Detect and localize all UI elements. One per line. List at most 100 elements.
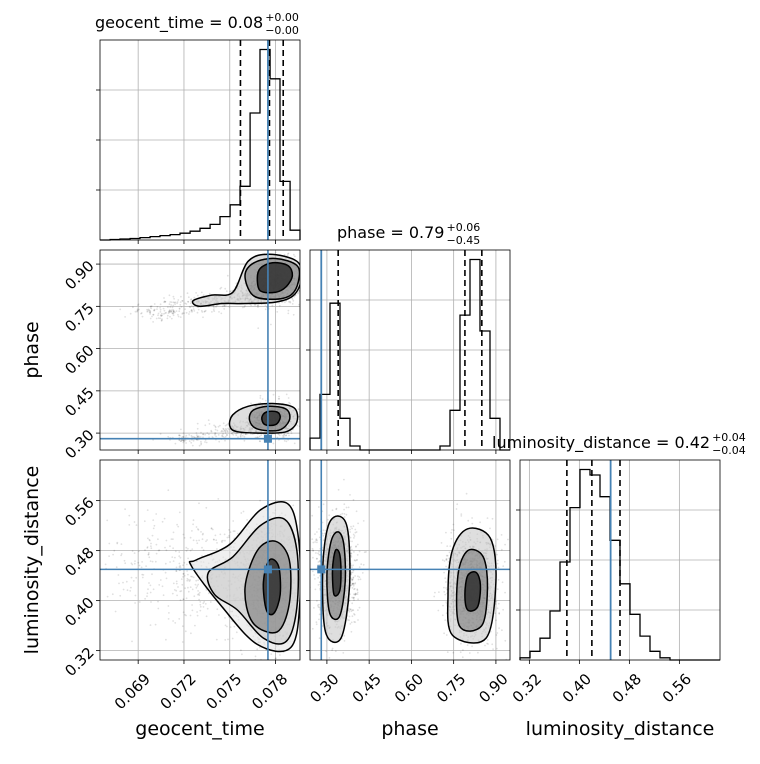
sample-point	[135, 577, 137, 579]
sample-point	[226, 290, 228, 292]
sample-point	[192, 589, 194, 591]
sample-point	[150, 545, 152, 547]
sample-point	[288, 397, 290, 399]
sample-point	[272, 305, 274, 307]
sample-point	[202, 534, 204, 536]
sample-point	[304, 287, 306, 289]
sample-point	[182, 576, 184, 578]
sample-point	[257, 304, 259, 306]
sample-point	[175, 443, 177, 445]
sample-point	[290, 431, 292, 433]
sample-point	[302, 419, 304, 421]
sample-point	[242, 435, 244, 437]
sample-point	[172, 305, 174, 307]
sample-point	[168, 605, 170, 607]
sample-point	[183, 436, 185, 438]
sample-point	[177, 301, 179, 303]
sample-point	[150, 601, 152, 603]
sample-point	[232, 431, 234, 433]
sample-point	[304, 563, 306, 565]
sample-point	[160, 309, 162, 311]
sample-point	[305, 571, 307, 573]
sample-point	[182, 625, 184, 627]
sample-point	[174, 622, 176, 624]
sample-point	[182, 300, 184, 302]
sample-point	[173, 583, 175, 585]
sample-point	[130, 587, 132, 589]
sample-point	[155, 624, 157, 626]
sample-point	[124, 562, 126, 564]
sample-point	[228, 429, 230, 431]
sample-point	[332, 648, 334, 650]
sample-point	[292, 298, 294, 300]
sample-point	[158, 317, 160, 319]
sample-point	[306, 569, 308, 571]
sample-point	[198, 540, 200, 542]
sample-point	[226, 434, 228, 436]
sample-point	[245, 433, 247, 435]
sample-point	[196, 611, 198, 613]
sample-point	[175, 570, 177, 572]
sample-point	[262, 398, 264, 400]
sample-point	[183, 442, 185, 444]
sample-point	[167, 306, 169, 308]
panel-phase-vs-luminosity_distance	[304, 479, 515, 673]
sample-point	[177, 526, 179, 528]
sample-point	[164, 310, 166, 312]
sample-point	[179, 308, 181, 310]
sample-point	[113, 550, 115, 552]
title-lower-error: −0.04	[712, 444, 746, 457]
sample-point	[138, 550, 140, 552]
sample-point	[198, 502, 200, 504]
sample-point	[200, 444, 202, 446]
sample-point	[189, 311, 191, 313]
sample-point	[219, 425, 221, 427]
sample-point	[187, 587, 189, 589]
sample-point	[207, 608, 209, 610]
sample-point	[255, 656, 257, 658]
sample-point	[353, 551, 355, 553]
sample-point	[265, 304, 267, 306]
sample-point	[171, 538, 173, 540]
sample-point	[166, 540, 168, 542]
sample-point	[172, 307, 174, 309]
sample-point	[154, 303, 156, 305]
sample-point	[357, 554, 359, 556]
sample-point	[227, 537, 229, 539]
sample-point	[200, 441, 202, 443]
sample-point	[211, 311, 213, 313]
sample-point	[146, 309, 148, 311]
sample-point	[181, 313, 183, 315]
sample-point	[121, 553, 123, 555]
sample-point	[121, 543, 123, 545]
sample-point	[174, 303, 176, 305]
sample-point	[224, 540, 226, 542]
sample-point	[172, 620, 174, 622]
sample-point	[313, 282, 315, 284]
sample-point	[234, 530, 236, 532]
sample-point	[122, 582, 124, 584]
sample-point	[150, 624, 152, 626]
sample-point	[180, 296, 182, 298]
sample-point	[355, 532, 357, 534]
sample-point	[182, 641, 184, 643]
sample-point	[106, 520, 108, 522]
sample-point	[136, 524, 138, 526]
sample-point	[186, 312, 188, 314]
sample-point	[112, 593, 114, 595]
sample-point	[197, 590, 199, 592]
sample-point	[318, 506, 320, 508]
sample-point	[197, 428, 199, 430]
sample-point	[293, 254, 295, 256]
sample-point	[123, 589, 125, 591]
sample-point	[196, 526, 198, 528]
sample-point	[176, 310, 178, 312]
sample-point	[181, 578, 183, 580]
sample-point	[202, 436, 204, 438]
sample-point	[153, 528, 155, 530]
sample-point	[202, 316, 204, 318]
sample-point	[162, 585, 164, 587]
sample-point	[186, 550, 188, 552]
sample-point	[141, 561, 143, 563]
sample-point	[352, 577, 354, 579]
